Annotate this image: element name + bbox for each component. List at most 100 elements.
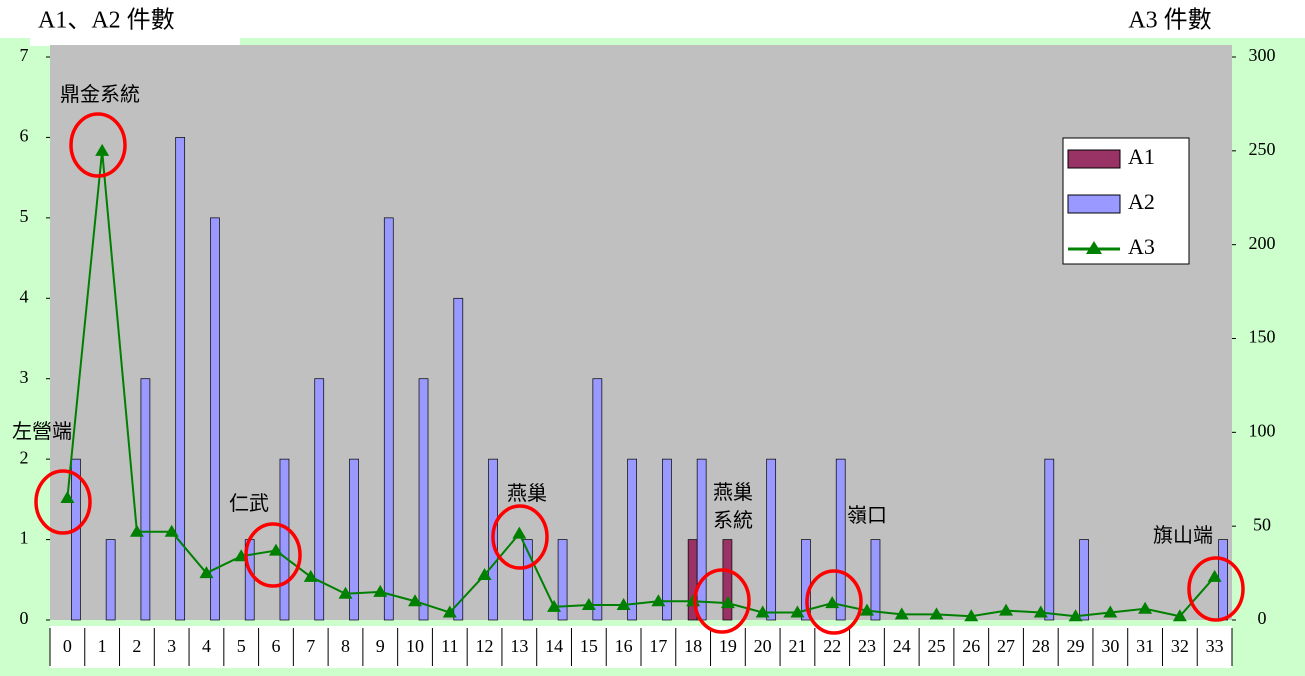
marker bbox=[547, 599, 562, 612]
marker bbox=[303, 569, 318, 582]
y-tick-label: 6 bbox=[20, 126, 29, 146]
highlight-circle bbox=[69, 112, 127, 178]
marker bbox=[755, 605, 770, 618]
x-tick-label: 7 bbox=[306, 636, 315, 656]
marker bbox=[651, 594, 666, 607]
highlight-circle bbox=[491, 504, 549, 570]
legend-swatch bbox=[1067, 149, 1121, 169]
y-axis-label: A1、A2 件數 bbox=[38, 7, 175, 34]
x-tick-label: 30 bbox=[1101, 636, 1119, 656]
marker bbox=[268, 543, 283, 556]
y2-tick-label: 300 bbox=[1249, 45, 1276, 65]
x-tick-label: 32 bbox=[1171, 636, 1189, 656]
x-tick-label: 10 bbox=[406, 636, 424, 656]
bar bbox=[835, 458, 846, 621]
marker bbox=[1172, 609, 1187, 622]
marker bbox=[1103, 605, 1118, 618]
x-tick-label: 17 bbox=[649, 636, 667, 656]
marker bbox=[164, 524, 179, 537]
marker bbox=[373, 584, 388, 597]
bar bbox=[557, 539, 568, 621]
x-tick-label: 5 bbox=[237, 636, 246, 656]
annotation: 左營端 bbox=[12, 421, 72, 443]
marker bbox=[408, 594, 423, 607]
bar bbox=[870, 539, 881, 621]
x-tick-label: 1 bbox=[98, 636, 107, 656]
marker bbox=[790, 605, 805, 618]
marker bbox=[999, 603, 1014, 616]
x-tick-label: 26 bbox=[962, 636, 980, 656]
marker bbox=[581, 597, 596, 610]
highlight-circle bbox=[244, 522, 302, 588]
bar bbox=[696, 458, 707, 621]
legend-swatch bbox=[1067, 194, 1121, 214]
marker bbox=[129, 524, 144, 537]
bar bbox=[71, 458, 81, 621]
annotation: 仁武 bbox=[229, 493, 269, 515]
x-tick-label: 24 bbox=[893, 636, 911, 656]
marker bbox=[1033, 605, 1048, 618]
x-tick-label: 33 bbox=[1206, 636, 1224, 656]
bar bbox=[210, 217, 220, 621]
x-tick-label: 14 bbox=[545, 636, 563, 656]
title-box bbox=[30, 0, 240, 46]
x-tick-label: 21 bbox=[788, 636, 806, 656]
marker bbox=[859, 603, 874, 616]
marker bbox=[512, 526, 527, 539]
bar bbox=[418, 378, 429, 621]
x-tick-label: 16 bbox=[615, 636, 633, 656]
marker bbox=[616, 597, 631, 610]
y2-tick-label: 0 bbox=[1258, 608, 1267, 628]
x-tick-label: 2 bbox=[132, 636, 141, 656]
x-tick-label: 28 bbox=[1032, 636, 1050, 656]
highlight-circle bbox=[34, 469, 92, 535]
y-tick-label: 1 bbox=[20, 528, 29, 548]
annotation: 嶺口 bbox=[847, 505, 887, 527]
y2-tick-label: 50 bbox=[1253, 514, 1271, 534]
marker bbox=[894, 607, 909, 620]
marker bbox=[338, 586, 353, 599]
x-tick-label: 19 bbox=[719, 636, 737, 656]
x-tick-label: 23 bbox=[858, 636, 876, 656]
x-tick-label: 11 bbox=[441, 636, 458, 656]
x-tick-label: 13 bbox=[510, 636, 528, 656]
marker bbox=[1207, 569, 1222, 582]
marker bbox=[964, 609, 979, 622]
line bbox=[66, 150, 1216, 618]
x-tick-label: 0 bbox=[63, 636, 72, 656]
legend-label: A1 bbox=[1128, 144, 1155, 169]
bar bbox=[453, 297, 464, 621]
marker bbox=[1138, 601, 1153, 614]
bar bbox=[592, 378, 603, 621]
y2-tick-label: 150 bbox=[1249, 327, 1276, 347]
marker bbox=[60, 491, 75, 504]
x-tick-label: 4 bbox=[202, 636, 211, 656]
y-tick-label: 4 bbox=[20, 286, 29, 306]
y2-axis-label: A3 件數 bbox=[1128, 7, 1211, 34]
annotation: 鼎金系統 bbox=[60, 84, 140, 106]
bar bbox=[383, 217, 394, 621]
bar bbox=[349, 458, 359, 621]
y-tick-label: 3 bbox=[20, 367, 29, 387]
legend-label: A2 bbox=[1128, 189, 1155, 214]
y2-tick-label: 200 bbox=[1249, 233, 1276, 253]
bar bbox=[801, 539, 811, 621]
bar bbox=[766, 458, 777, 621]
y2-tick-label: 250 bbox=[1249, 139, 1276, 159]
x-tick-label: 31 bbox=[1136, 636, 1154, 656]
x-tick-label: 8 bbox=[341, 636, 350, 656]
bar bbox=[1044, 458, 1055, 621]
bar bbox=[105, 539, 116, 621]
y-tick-label: 7 bbox=[20, 45, 29, 65]
bar bbox=[522, 539, 533, 621]
x-tick-label: 20 bbox=[754, 636, 772, 656]
legend-label: A3 bbox=[1128, 234, 1155, 259]
x-tick-label: 6 bbox=[271, 636, 280, 656]
y-tick-label: 2 bbox=[20, 447, 29, 467]
bar bbox=[175, 137, 186, 621]
highlight-circle bbox=[1187, 556, 1245, 622]
x-tick-label: 3 bbox=[167, 636, 176, 656]
y-tick-label: 0 bbox=[20, 608, 29, 628]
